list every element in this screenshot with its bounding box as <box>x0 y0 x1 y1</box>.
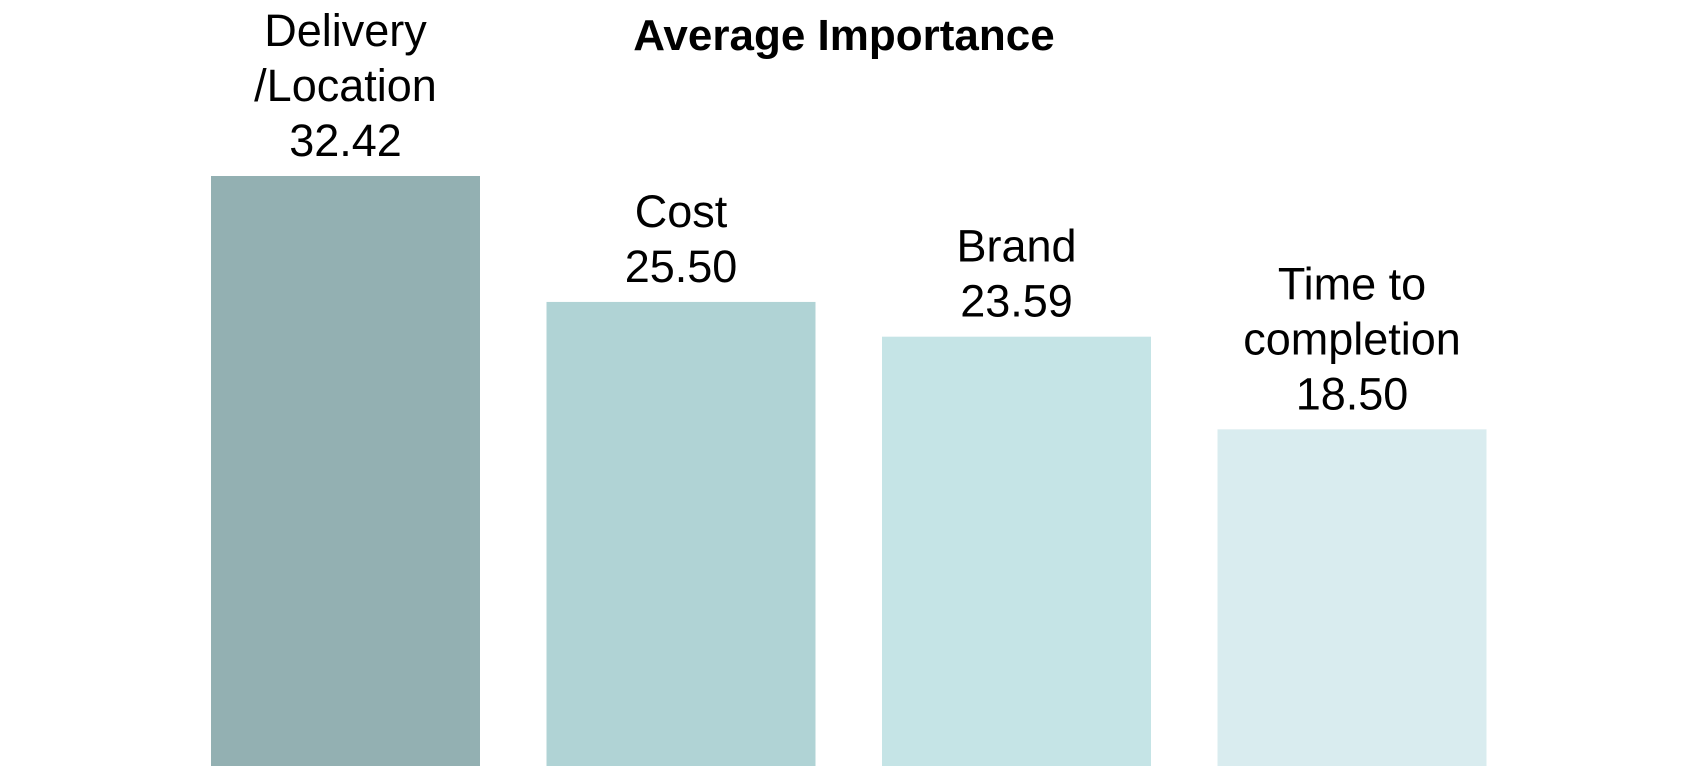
bar-0 <box>211 176 480 766</box>
bar-1 <box>546 301 816 766</box>
category-label-3-0: Time to <box>1278 258 1426 309</box>
value-label-0: 32.42 <box>289 115 402 166</box>
category-label-2-0: Brand <box>956 221 1076 272</box>
value-label-3: 18.50 <box>1296 368 1409 419</box>
category-label-1-0: Cost <box>635 186 728 237</box>
value-label-2: 23.59 <box>960 276 1073 327</box>
chart-title: Average Importance <box>633 11 1054 60</box>
value-label-1: 25.50 <box>625 241 738 292</box>
category-label-0-0: Delivery <box>264 5 427 56</box>
bar-3 <box>1217 429 1487 766</box>
category-label-0-1: /Location <box>254 60 437 111</box>
bars-layer <box>211 176 1487 766</box>
bar-2 <box>882 336 1151 766</box>
category-label-3-1: completion <box>1243 313 1461 364</box>
